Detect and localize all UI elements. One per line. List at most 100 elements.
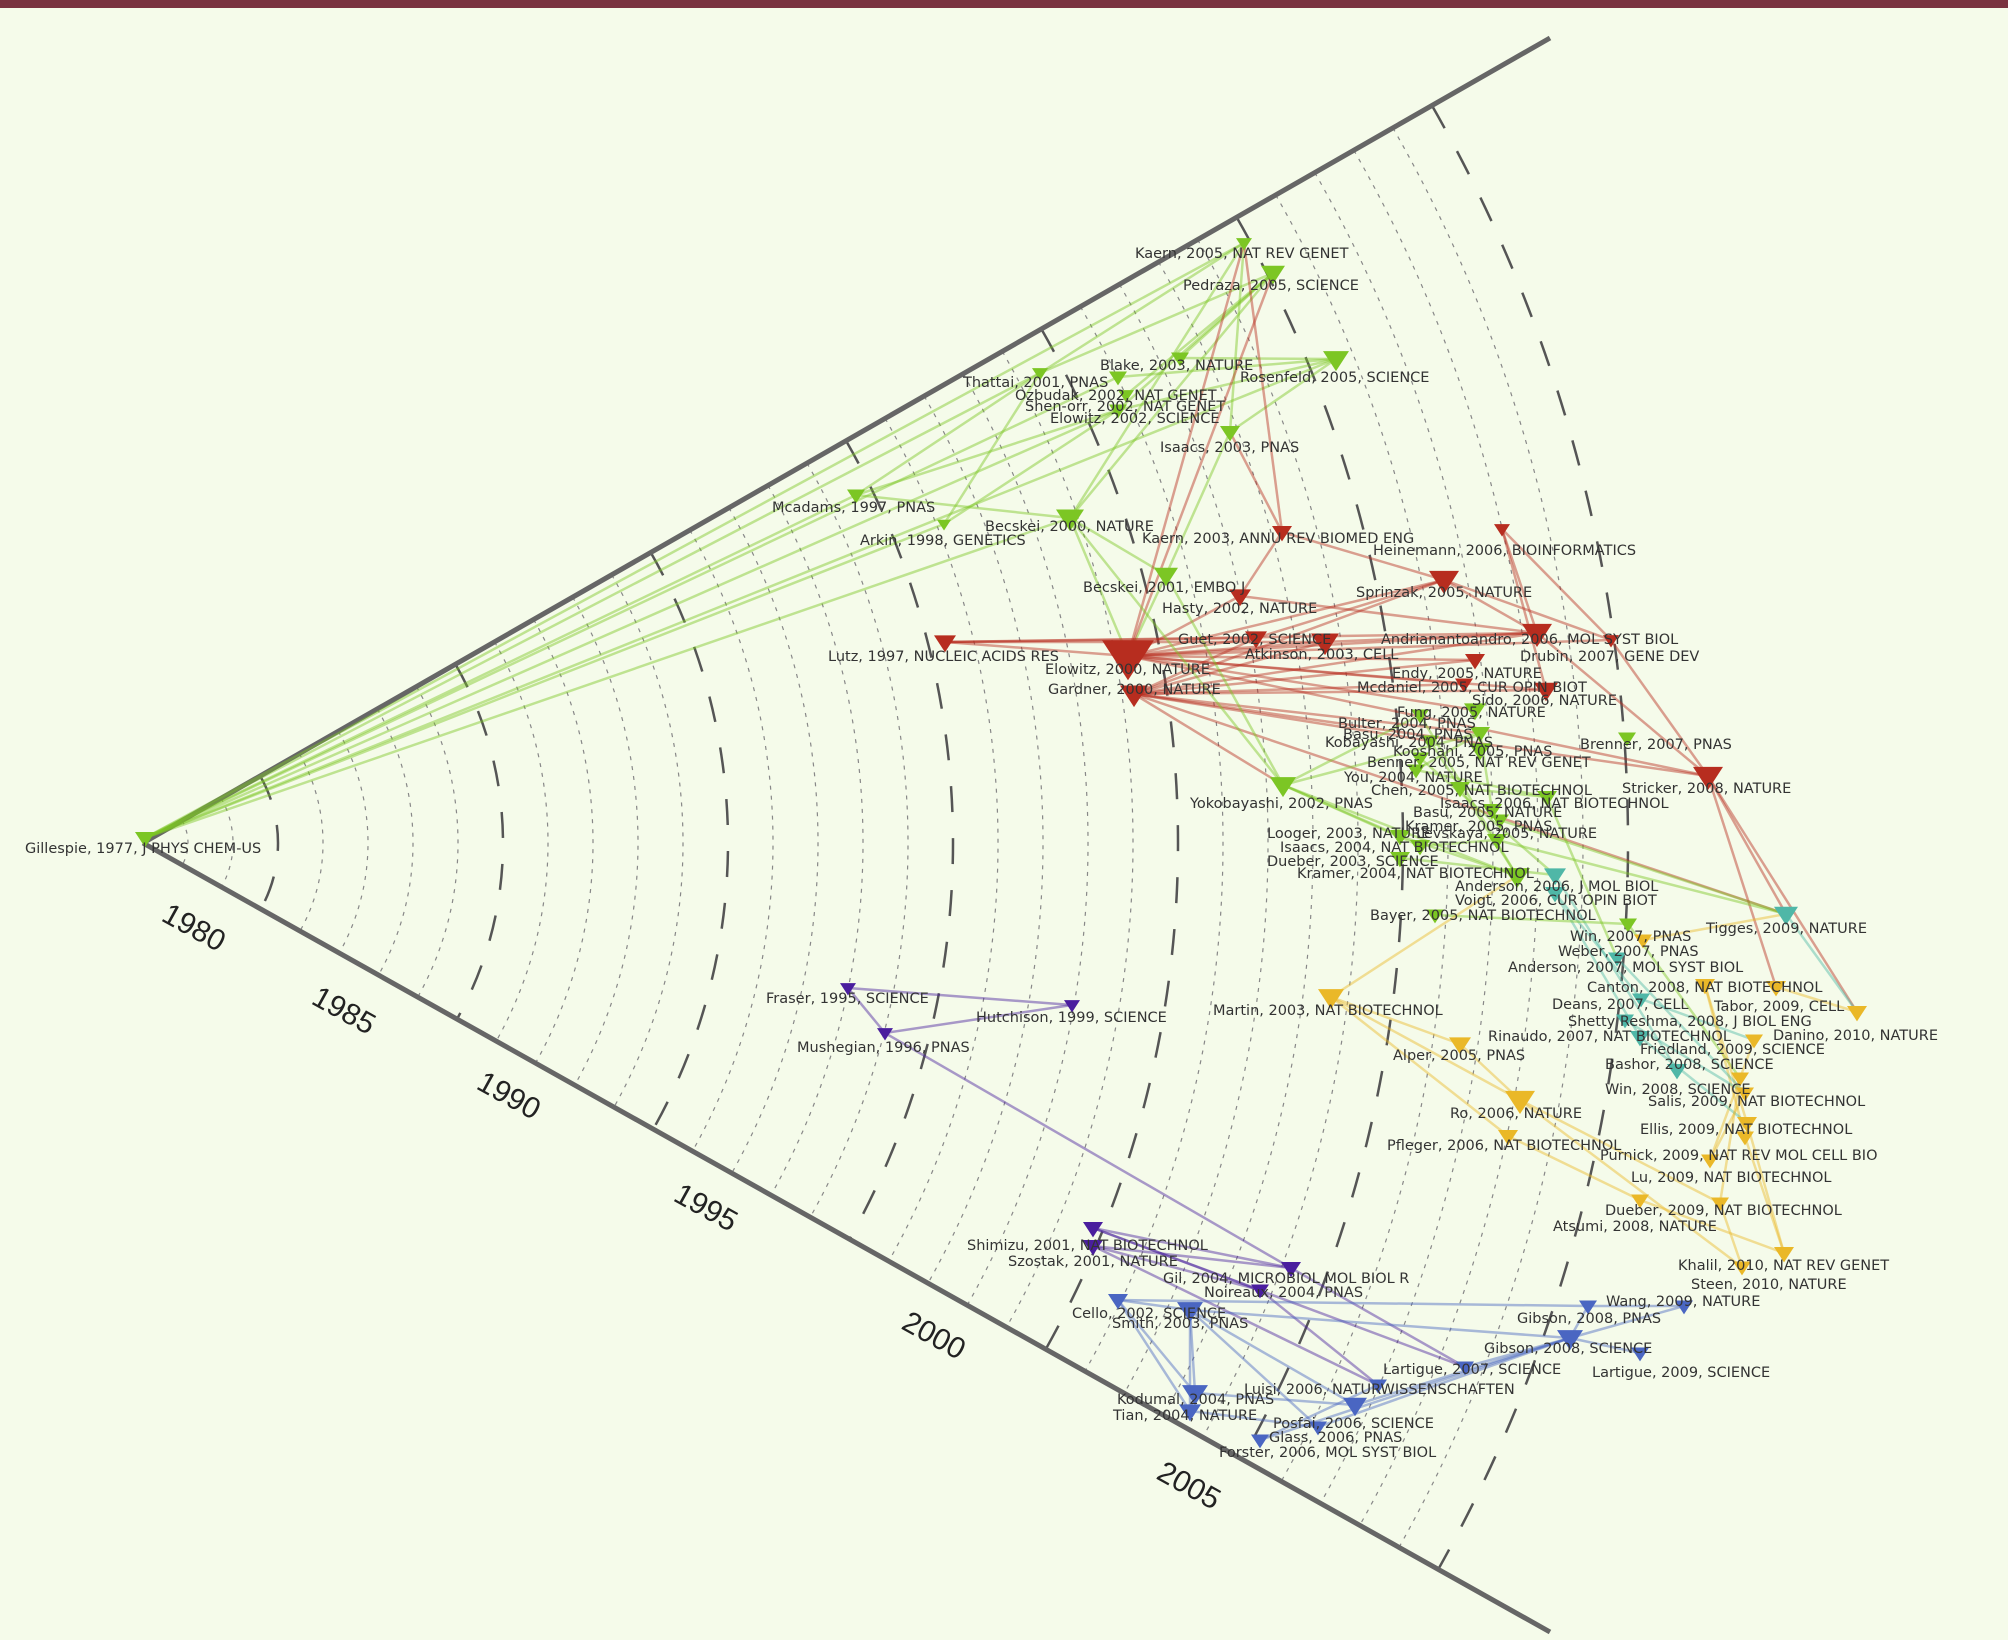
paper-node-gardner00[interactable] bbox=[1120, 685, 1148, 708]
paper-node-glass06[interactable] bbox=[1309, 1421, 1327, 1436]
paper-node-szostak01[interactable] bbox=[1083, 1239, 1103, 1256]
paper-node-chen05[interactable] bbox=[1450, 781, 1470, 798]
paper-node-dueber09[interactable] bbox=[1631, 1194, 1649, 1209]
paper-node-anderson07[interactable] bbox=[1608, 952, 1626, 967]
year-ring-1997 bbox=[923, 395, 1044, 1284]
year-ring-1993 bbox=[767, 485, 864, 1196]
paper-node-win08[interactable] bbox=[1731, 1072, 1749, 1087]
paper-node-anderson06[interactable] bbox=[1544, 868, 1566, 886]
paper-node-gillespie[interactable] bbox=[135, 831, 155, 848]
paper-node-danino10[interactable] bbox=[1847, 1005, 1867, 1022]
paper-node-sprinzak05[interactable] bbox=[1429, 570, 1459, 595]
paper-node-kramer04[interactable] bbox=[1504, 868, 1530, 889]
paper-node-kaern05[interactable] bbox=[1236, 238, 1252, 251]
paper-node-arkin98[interactable] bbox=[937, 519, 951, 531]
paper-node-pfleger06[interactable] bbox=[1498, 1129, 1518, 1146]
year-ring-1988 bbox=[572, 596, 639, 1086]
paper-node-looger03[interactable] bbox=[1390, 829, 1410, 846]
paper-node-benner05[interactable] bbox=[1411, 752, 1429, 767]
paper-node-levskaya05[interactable] bbox=[1487, 833, 1507, 850]
paper-node-elowitz02[interactable] bbox=[1109, 404, 1127, 419]
paper-node-bayer05[interactable] bbox=[1426, 909, 1444, 924]
paper-node-purnick09[interactable] bbox=[1736, 1131, 1754, 1146]
paper-node-lu09[interactable] bbox=[1701, 1154, 1719, 1169]
paper-node-forster06[interactable] bbox=[1251, 1434, 1269, 1449]
paper-node-mushegian96[interactable] bbox=[877, 1028, 893, 1041]
paper-node-yokobayashi02[interactable] bbox=[1270, 777, 1296, 798]
paper-node-gibson08a[interactable] bbox=[1579, 1300, 1597, 1315]
paper-node-noireaux04[interactable] bbox=[1251, 1284, 1269, 1299]
paper-node-kodumal04[interactable] bbox=[1182, 1385, 1208, 1406]
paper-node-elowitz00[interactable] bbox=[1102, 640, 1154, 681]
paper-node-deans07[interactable] bbox=[1632, 993, 1650, 1008]
paper-node-atkinson03[interactable] bbox=[1311, 633, 1339, 656]
paper-node-salis09[interactable] bbox=[1736, 1087, 1754, 1102]
paper-node-martin03[interactable] bbox=[1318, 989, 1344, 1010]
paper-node-friedland09[interactable] bbox=[1745, 1034, 1763, 1049]
paper-node-becskei00[interactable] bbox=[1056, 509, 1084, 532]
paper-node-posfai06[interactable] bbox=[1343, 1397, 1367, 1417]
paper-node-kooshani05[interactable] bbox=[1469, 743, 1491, 761]
paper-node-shimizu01[interactable] bbox=[1083, 1221, 1103, 1238]
paper-node-shetty08[interactable] bbox=[1616, 1014, 1634, 1029]
paper-node-ro06[interactable] bbox=[1505, 1090, 1535, 1115]
paper-node-luisi06[interactable] bbox=[1369, 1379, 1387, 1394]
paper-node-kaern03[interactable] bbox=[1272, 525, 1292, 542]
paper-node-wang09[interactable] bbox=[1675, 1300, 1693, 1315]
paper-node-cello02[interactable] bbox=[1108, 1293, 1128, 1310]
paper-node-rinaudo07[interactable] bbox=[1630, 1030, 1650, 1047]
paper-node-canton08[interactable] bbox=[1695, 978, 1715, 995]
paper-node-tian04[interactable] bbox=[1179, 1404, 1201, 1422]
paper-node-thattai01[interactable] bbox=[1032, 368, 1048, 381]
paper-node-heinemann06[interactable] bbox=[1494, 524, 1510, 537]
paper-node-basu05[interactable] bbox=[1482, 803, 1502, 820]
paper-node-basu04[interactable] bbox=[1470, 726, 1490, 743]
paper-node-stricker08[interactable] bbox=[1693, 766, 1723, 791]
paper-node-fung05[interactable] bbox=[1464, 703, 1486, 721]
paper-node-gil04[interactable] bbox=[1281, 1261, 1301, 1278]
paper-node-isaacs04[interactable] bbox=[1410, 839, 1430, 856]
paper-node-endy05[interactable] bbox=[1465, 653, 1485, 670]
paper-node-tabor09[interactable] bbox=[1766, 980, 1786, 997]
paper-node-rosenfeld05[interactable] bbox=[1323, 351, 1349, 372]
paper-node-alper05[interactable] bbox=[1449, 1037, 1471, 1055]
paper-node-isaacs06[interactable] bbox=[1537, 790, 1557, 807]
paper-node-drubin07[interactable] bbox=[1603, 635, 1619, 648]
paper-node-mcadams97[interactable] bbox=[847, 489, 865, 504]
paper-node-kobayashi04[interactable] bbox=[1421, 735, 1439, 750]
paper-node-pedraza05[interactable] bbox=[1261, 265, 1285, 285]
paper-node-blake03[interactable] bbox=[1171, 352, 1189, 367]
paper-node-shenorr02[interactable] bbox=[1118, 390, 1134, 403]
paper-node-khalil10[interactable] bbox=[1774, 1246, 1794, 1263]
citation-edge bbox=[1127, 578, 1445, 658]
paper-node-tigges09[interactable] bbox=[1774, 906, 1798, 926]
paper-node-weber07[interactable] bbox=[1634, 934, 1652, 949]
paper-node-gibson08b[interactable] bbox=[1557, 1330, 1583, 1351]
paper-node-you04[interactable] bbox=[1407, 764, 1425, 779]
paper-node-brenner07[interactable] bbox=[1618, 732, 1636, 747]
paper-node-kramer05[interactable] bbox=[1491, 814, 1509, 829]
paper-node-steen10[interactable] bbox=[1733, 1261, 1751, 1276]
paper-node-win07[interactable] bbox=[1619, 918, 1637, 933]
paper-node-bulter04[interactable] bbox=[1411, 709, 1429, 724]
paper-node-dueber03[interactable] bbox=[1390, 851, 1410, 868]
paper-node-fraser95[interactable] bbox=[840, 983, 856, 996]
paper-node-sido06[interactable] bbox=[1534, 682, 1558, 702]
paper-node-ozbudak02[interactable] bbox=[1109, 371, 1127, 386]
paper-node-becskei01[interactable] bbox=[1154, 567, 1178, 587]
paper-node-lutz97[interactable] bbox=[934, 635, 956, 653]
paper-node-smith03[interactable] bbox=[1177, 1302, 1203, 1323]
paper-node-lartigue09[interactable] bbox=[1631, 1347, 1649, 1362]
paper-node-hasty02[interactable] bbox=[1229, 589, 1251, 607]
paper-node-isaacs03[interactable] bbox=[1220, 425, 1240, 442]
paper-node-bashor08[interactable] bbox=[1667, 1063, 1687, 1080]
paper-node-atsumi08[interactable] bbox=[1711, 1197, 1729, 1212]
citation-edge bbox=[1228, 242, 1246, 433]
paper-node-voigt06[interactable] bbox=[1545, 886, 1565, 903]
paper-node-mcdaniel05[interactable] bbox=[1455, 678, 1473, 693]
paper-node-andrianantoandro06[interactable] bbox=[1522, 623, 1552, 648]
paper-node-guet02[interactable] bbox=[1245, 631, 1267, 649]
paper-node-ellis09[interactable] bbox=[1737, 1116, 1757, 1133]
paper-node-hutchison99[interactable] bbox=[1064, 1000, 1080, 1013]
paper-node-lartigue07[interactable] bbox=[1456, 1361, 1474, 1376]
